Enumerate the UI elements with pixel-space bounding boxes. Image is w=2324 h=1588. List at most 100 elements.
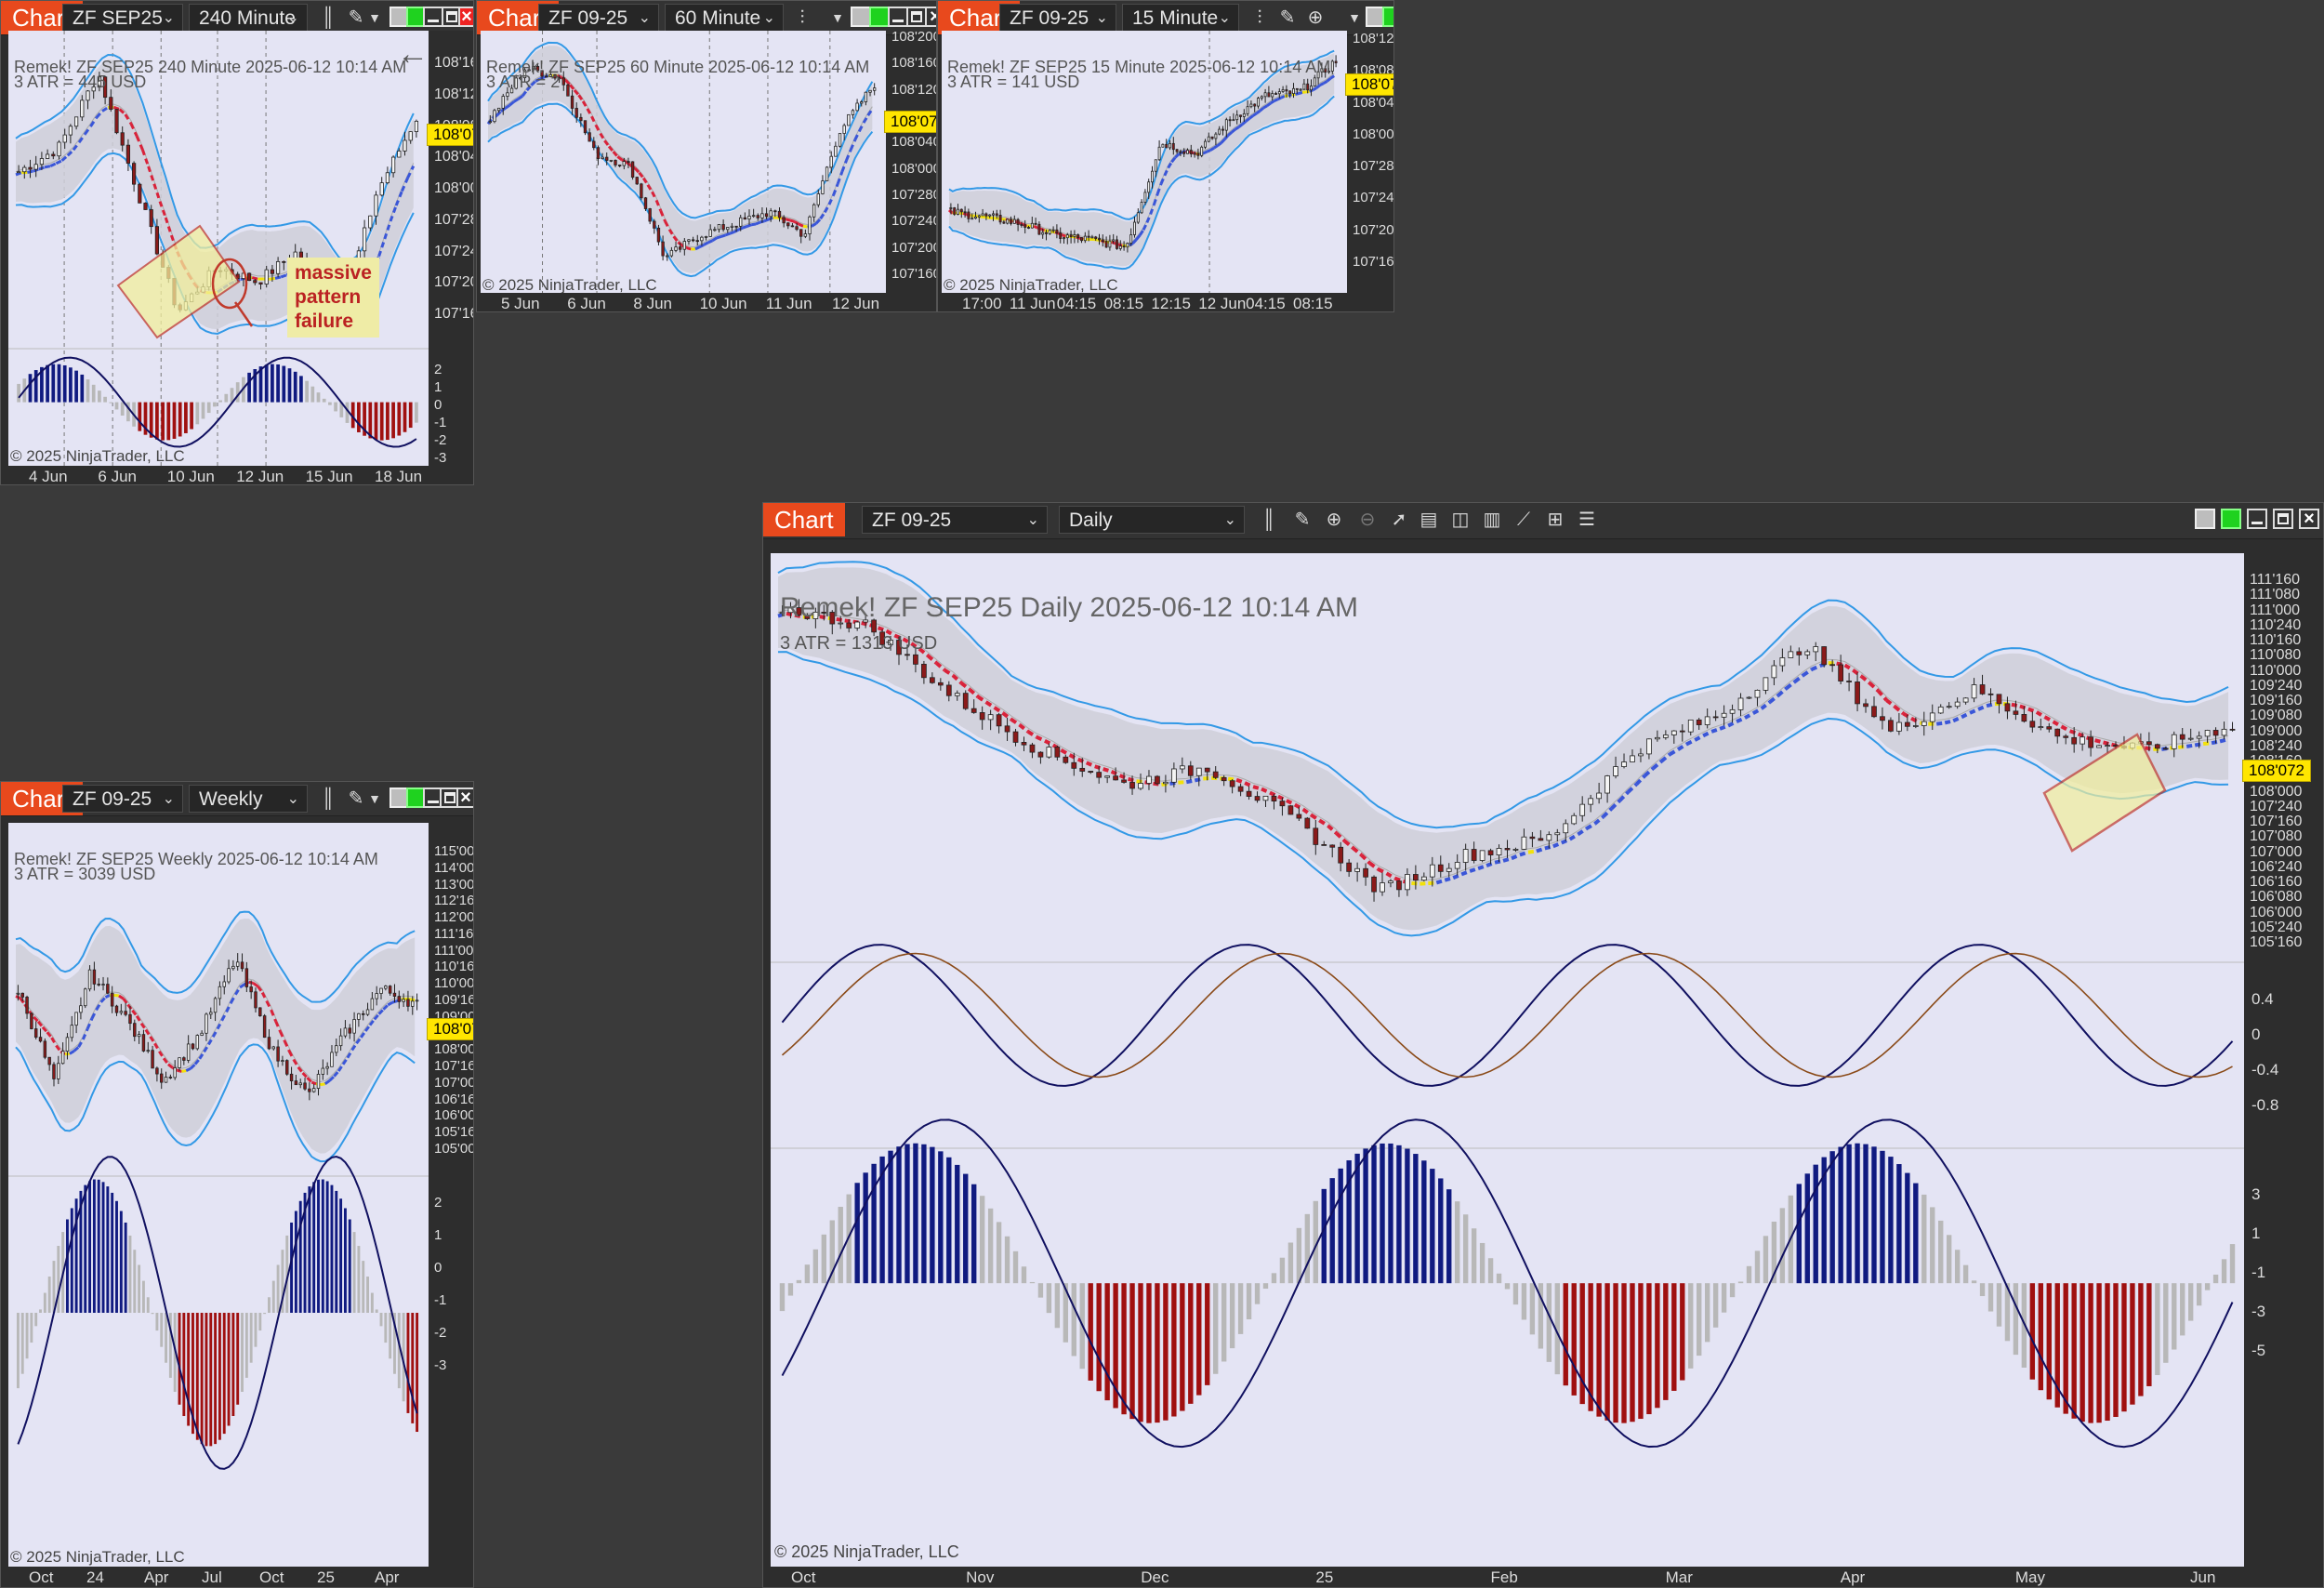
chart-window-60-minute[interactable]: Chart ZF 09-25⌄ 60 Minute⌄ ⫶ ▼ × Remek! … [476,0,937,312]
time-tick-label: 12 Jun [236,468,284,485]
pencil-icon[interactable]: ✎ [348,788,364,809]
last-price-tag: 108'072 [2242,760,2311,782]
price-axis[interactable]: 111'160 111'080 111'000 110'240 110'160 110'0… [2242,553,2323,1567]
color-swatch-button[interactable] [851,7,871,27]
minimize-button[interactable] [423,7,443,27]
zoom-out-icon[interactable]: ⊖ [1359,509,1376,530]
bars-icon[interactable]: ║ [1261,509,1276,530]
zoom-in-icon[interactable]: ⊕ [1307,7,1324,28]
osc-tick-label: -1 [434,1292,447,1308]
price-axis[interactable]: 108'120108'080108'040108'000107'280107'2… [1345,31,1394,293]
time-tick-label: Oct [29,1568,54,1586]
chevron-down-icon: ⌄ [1095,10,1108,26]
chevron-down-icon[interactable]: ▼ [368,791,381,806]
bars-icon[interactable]: ⫶ [1257,7,1262,28]
osc-tick-label: 0.4 [2251,990,2274,1008]
maximize-button[interactable] [2273,509,2293,529]
interval-selector[interactable]: 240 Minute ⌄ [189,4,308,32]
templates-icon[interactable]: ⊞ [1547,509,1564,530]
bars-icon[interactable]: ║ [321,7,336,28]
price-panel[interactable]: Remek! ZF SEP25 240 Minute 2025-06-12 10… [8,31,429,466]
bars-icon[interactable]: ⫶ [799,7,805,28]
time-axis[interactable]: 5 Jun 6 Jun 8 Jun 10 Jun 11 Jun 12 Jun [481,293,886,311]
data-box-icon[interactable]: ▤ [1419,509,1438,530]
bars-icon[interactable]: ║ [321,788,336,809]
pencil-icon[interactable]: ✎ [1294,509,1311,530]
chevron-down-icon: ⌄ [286,10,299,26]
pencil-icon[interactable]: ✎ [348,7,364,28]
time-axis[interactable]: Oct Nov Dec 25 Feb Mar Apr May Jun [771,1567,2244,1587]
chart-window-15-minute[interactable]: Chart ZF 09-25 ⌄ 15 Minute ⌄ ⫶ ✎ ⊕ ▼ Remek… [937,0,1394,312]
price-axis[interactable]: 108'160108'120108'080108'040108'000107'2… [427,31,473,466]
chart-menu-button[interactable]: Chart [763,503,845,536]
properties-icon[interactable]: ◫ [1451,509,1470,530]
chevron-down-icon: ⌄ [1218,10,1231,26]
back-arrow-icon[interactable]: ← [397,36,429,72]
strategies-icon[interactable]: ⟋ [1517,509,1530,530]
chevron-down-icon: ⌄ [762,10,775,26]
list-icon[interactable]: ☰ [1578,509,1595,530]
atr-line: 3 ATR = 141 USD [947,73,1080,91]
price-panel[interactable]: Remek! ZF SEP25 Weekly 2025-06-12 10:14 … [8,823,429,1567]
time-tick-label: 18 Jun [375,468,423,485]
indicators-icon[interactable]: ▥ [1483,509,1501,530]
link-button[interactable] [869,7,890,27]
chart-window-240-minute[interactable]: Chart ZF SEP25 ⌄ 240 Minute ⌄ ║ ✎ ▼ × Reme… [0,0,474,485]
axis-tick-label: 108'040 [434,149,473,165]
toolbar: Chart ZF 09-25 ⌄ Weekly ⌄ ║ ✎ ▼ × [1,782,473,816]
instrument-selector[interactable]: ZF 09-25 ⌄ [862,506,1048,534]
instrument-selector[interactable]: ZF 09-25 ⌄ [999,4,1116,32]
time-axis[interactable]: 17:00 11 Jun 04:15 08:15 12:15 12 Jun 04:15 08:… [942,293,1347,311]
instrument-value: ZF 09-25 [73,788,152,810]
axis-tick-label: 109'160 [434,992,473,1008]
close-button[interactable]: × [456,787,473,808]
interval-selector[interactable]: Weekly ⌄ [189,785,308,813]
chevron-down-icon: ⌄ [1026,512,1039,528]
price-axis[interactable]: 115'000114'000113'000112'160112'000111'1… [427,823,474,1567]
interval-selector[interactable]: Daily ⌄ [1059,506,1245,534]
instrument-selector[interactable]: ZF SEP25 ⌄ [62,4,183,32]
axis-tick-label: 107'160 [1353,254,1394,270]
instrument-selector[interactable]: ZF 09-25 ⌄ [538,4,659,32]
minimize-button[interactable] [423,787,443,808]
chart-window-weekly[interactable]: Chart ZF 09-25 ⌄ Weekly ⌄ ║ ✎ ▼ × Remek! Z… [0,781,474,1588]
price-panel[interactable]: Remek! ZF SEP25 15 Minute 2025-06-12 10:… [942,31,1347,293]
interval-selector[interactable]: 15 Minute ⌄ [1122,4,1239,32]
color-swatch-button[interactable] [2195,509,2215,529]
axis-tick-label: 105'000 [434,1141,473,1157]
close-button[interactable]: × [925,7,936,27]
axis-tick-label: 108'000 [434,1041,473,1058]
price-panel[interactable]: Remek! ZF SEP25 60 Minute 2025-06-12 10:… [481,31,886,293]
osc-tick-label: 1 [2251,1224,2261,1242]
pointer-icon[interactable]: ➚ [1391,509,1407,530]
minimize-button[interactable] [888,7,908,27]
axis-tick-label: 108'240 [2250,737,2303,754]
axis-tick-label: 110'160 [434,959,474,975]
axis-tick-label: 109'160 [2250,693,2303,708]
chevron-down-icon[interactable]: ▼ [368,10,381,25]
pencil-icon[interactable]: ✎ [1279,7,1296,28]
close-button[interactable]: × [458,7,473,27]
link-button[interactable] [1382,7,1393,27]
minimize-button[interactable] [2247,509,2267,529]
time-tick-label: May [2014,1568,2045,1586]
price-panel[interactable]: Remek! ZF SEP25 Daily 2025-06-12 10:14 A… [771,553,2244,1567]
instrument-value: ZF 09-25 [548,7,628,29]
zoom-in-icon[interactable]: ⊕ [1326,509,1342,530]
chart-window-daily[interactable]: Chart ZF 09-25 ⌄ Daily ⌄ ║ ✎ ⊕ ⊖ ➚ ▤ ◫ ▥ ⟋… [762,502,2324,1588]
chevron-down-icon[interactable]: ▼ [831,10,844,25]
link-button[interactable] [2221,509,2241,529]
axis-tick-label: 107'240 [1353,190,1394,206]
price-axis[interactable]: 108'200108'160108'120108'080108'040108'0… [884,29,936,293]
atr-line: 3 ATR = 3039 USD [14,865,156,883]
time-axis[interactable]: Oct 24 Apr Jul Oct 25 Apr [8,1567,429,1587]
maximize-button[interactable] [906,7,927,27]
toolbar: Chart ZF 09-25 ⌄ 15 Minute ⌄ ⫶ ✎ ⊕ ▼ [938,1,1393,35]
time-tick-label: Jul [202,1568,222,1586]
time-axis[interactable]: 4 Jun 6 Jun 10 Jun 12 Jun 15 Jun 18 Jun [8,466,429,485]
axis-tick-label: 107'240 [434,243,473,259]
close-button[interactable]: × [2299,509,2319,529]
instrument-selector[interactable]: ZF 09-25 ⌄ [62,785,183,813]
interval-selector[interactable]: 60 Minute ⌄ [665,4,784,32]
chevron-down-icon[interactable]: ▼ [1348,10,1361,25]
